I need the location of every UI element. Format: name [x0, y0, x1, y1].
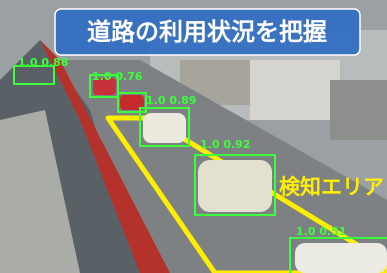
area-label: 検知エリア — [279, 175, 384, 199]
detection-label: 1.0 0.92 — [200, 138, 250, 151]
detection-label: 1.0 0.76 — [92, 70, 143, 83]
house — [250, 60, 340, 120]
title: 道路の利用状況を把握 — [87, 18, 327, 46]
car — [295, 243, 387, 273]
car — [143, 113, 186, 143]
detection-label: 1.0 0.51 — [296, 225, 346, 238]
house — [330, 80, 387, 140]
car — [198, 160, 272, 212]
detection-label: 1.0 0.89 — [146, 94, 196, 107]
scene: 1.0 0.88 1.0 0.76 1.0 0.89 1.0 0.92 1.0 … — [0, 0, 387, 273]
detection-label: 1.0 0.88 — [18, 56, 68, 69]
